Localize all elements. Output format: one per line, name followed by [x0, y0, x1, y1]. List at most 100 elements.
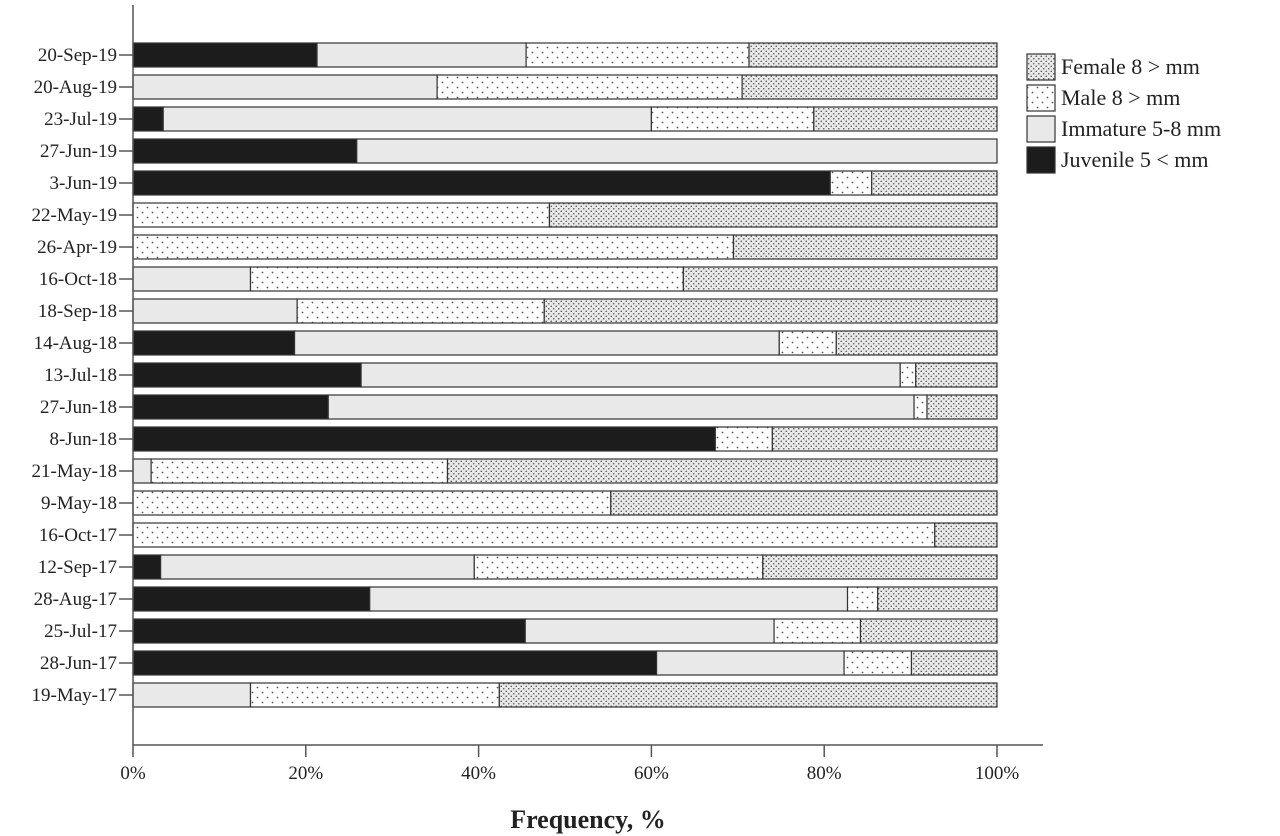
- y-axis: 20-Sep-19 20-Aug-19 23-Jul-19 27-Jun-19 3-Ju…: [32, 5, 134, 745]
- bar-segment: [249, 682, 500, 708]
- y-tick-label: 25-Jul-17: [44, 621, 117, 642]
- legend-swatch: [1026, 115, 1056, 143]
- bar-segment: [132, 330, 296, 356]
- bar-segment: [132, 522, 936, 548]
- legend-label: Female 8 > mm: [1061, 54, 1200, 79]
- bar-segment: [813, 106, 998, 132]
- bar-segment: [934, 522, 998, 548]
- bar-segment: [132, 74, 438, 100]
- bar-segment: [132, 394, 329, 420]
- bar-segment: [778, 330, 837, 356]
- legend-label: Immature 5-8 mm: [1061, 116, 1221, 141]
- y-tick-label: 28-Aug-17: [34, 589, 117, 610]
- bar-segment: [356, 138, 998, 164]
- bar-segment: [843, 650, 913, 676]
- x-tick-label: 60%: [634, 763, 669, 784]
- y-tick-label: 16-Oct-17: [39, 525, 117, 546]
- bar-segment: [829, 170, 873, 196]
- bar-segment: [132, 234, 735, 260]
- bar-segment: [132, 362, 362, 388]
- bar-segment: [835, 330, 998, 356]
- y-tick-label: 23-Jul-19: [44, 109, 117, 130]
- bar-segment: [132, 554, 162, 580]
- bar-segment: [327, 394, 915, 420]
- bar-segment: [915, 362, 998, 388]
- bar-segment: [771, 426, 998, 452]
- bar-segment: [132, 266, 252, 292]
- x-tick-label: 100%: [975, 763, 1020, 784]
- y-tick-label: 19-May-17: [32, 685, 117, 706]
- bar-segment: [524, 618, 775, 644]
- bar-segment: [846, 586, 879, 612]
- legend-swatch: [1026, 146, 1056, 174]
- bar-segment: [714, 426, 773, 452]
- bar-segment: [293, 330, 780, 356]
- bar-segment: [132, 298, 298, 324]
- bar-segment: [296, 298, 545, 324]
- bar-segment: [132, 682, 252, 708]
- bar-segment: [871, 170, 998, 196]
- bar-segment: [132, 42, 318, 68]
- y-tick-label: 16-Oct-18: [39, 269, 117, 290]
- bar-segment: [748, 42, 998, 68]
- bar-segment: [132, 170, 831, 196]
- bar-segment: [160, 554, 475, 580]
- bar-segment: [446, 458, 998, 484]
- legend-label: Juvenile 5 < mm: [1061, 147, 1208, 172]
- bar-segment: [150, 458, 449, 484]
- bar-segment: [682, 266, 998, 292]
- legend-swatch: [1026, 84, 1056, 112]
- y-tick-label: 28-Jun-17: [40, 653, 117, 674]
- bar-segment: [132, 650, 658, 676]
- bar-segment: [762, 554, 998, 580]
- bar-segment: [610, 490, 998, 516]
- legend: Female 8 > mm Male 8 > mm Immature 5-8 mm J…: [1026, 53, 1221, 174]
- y-tick-label: 26-Apr-19: [37, 237, 117, 258]
- bar-segment: [249, 266, 684, 292]
- bar-segment: [132, 106, 164, 132]
- bar-segment: [436, 74, 743, 100]
- bar-segment: [543, 298, 998, 324]
- y-tick-label: 27-Jun-19: [40, 141, 117, 162]
- y-tick-label: 20-Aug-19: [34, 77, 117, 98]
- bar-segment: [773, 618, 862, 644]
- x-tick-label: 20%: [288, 763, 323, 784]
- y-tick-label: 27-Jun-18: [40, 397, 117, 418]
- y-tick-label: 8-Jun-18: [49, 429, 117, 450]
- bar-segment: [877, 586, 998, 612]
- bar-segment: [132, 138, 358, 164]
- bar-segment: [548, 202, 998, 228]
- x-tick-label: 40%: [461, 763, 496, 784]
- y-tick-label: 9-May-18: [41, 493, 117, 514]
- bar-segment: [132, 490, 612, 516]
- bar-segment: [132, 426, 716, 452]
- bar-segment: [132, 458, 152, 484]
- bar-segment: [910, 650, 998, 676]
- bar-segment: [899, 362, 917, 388]
- x-tick-label: 0%: [120, 763, 146, 784]
- bar-segment: [473, 554, 764, 580]
- bar-segment: [360, 362, 901, 388]
- bar-segment: [650, 106, 815, 132]
- y-tick-label: 22-May-19: [32, 205, 117, 226]
- bars-group: [132, 42, 998, 708]
- y-tick-label: 14-Aug-18: [34, 333, 117, 354]
- bar-segment: [369, 586, 849, 612]
- x-axis-label: Frequency, %: [510, 805, 666, 834]
- y-tick-label: 3-Jun-19: [49, 173, 117, 194]
- bar-segment: [162, 106, 653, 132]
- x-axis: 0% 20% 40% 60% 80% 100%: [120, 744, 1043, 784]
- bar-segment: [741, 74, 998, 100]
- bar-segment: [132, 202, 551, 228]
- bar-segment: [132, 586, 371, 612]
- bar-segment: [525, 42, 750, 68]
- bar-segment: [859, 618, 998, 644]
- bar-segment: [926, 394, 998, 420]
- bar-segment: [498, 682, 998, 708]
- bar-segment: [132, 618, 526, 644]
- y-tick-label: 12-Sep-17: [38, 557, 117, 578]
- bar-segment: [655, 650, 845, 676]
- y-tick-label: 21-May-18: [32, 461, 117, 482]
- y-tick-label: 20-Sep-19: [38, 45, 117, 66]
- bar-segment: [316, 42, 527, 68]
